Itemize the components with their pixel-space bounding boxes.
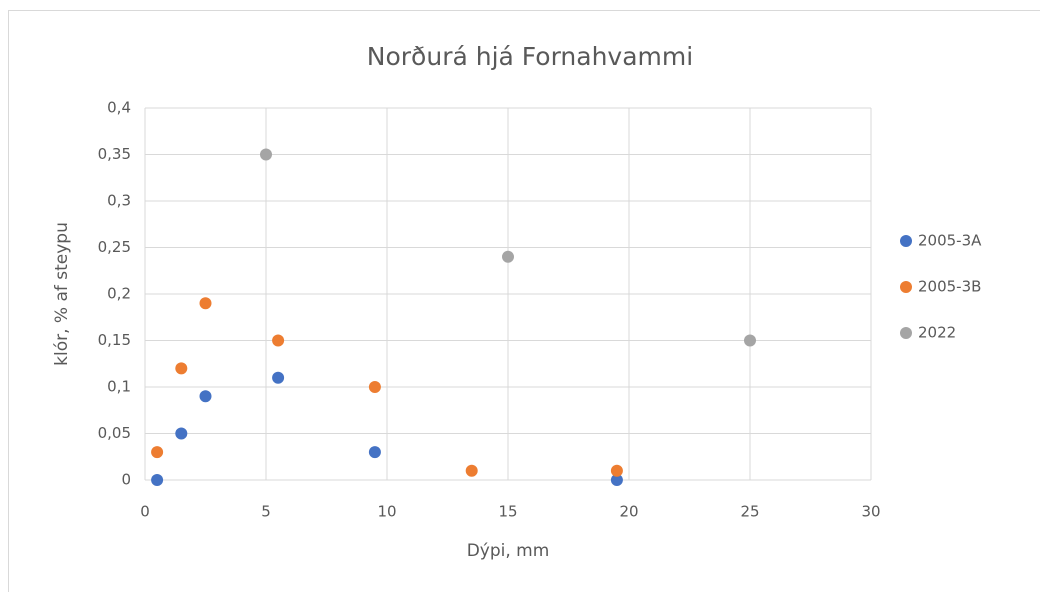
point [175, 362, 188, 375]
x-axis-label: Dýpi, mm [467, 541, 550, 561]
legend-marker [900, 281, 912, 293]
legend-marker [900, 235, 912, 247]
y-tick-label: 0,2 [107, 285, 131, 303]
point [465, 464, 478, 477]
point [260, 148, 272, 161]
point [610, 464, 623, 477]
point [151, 446, 164, 459]
y-tick-label: 0 [121, 471, 131, 489]
chart-title: Norðurá hjá Fornahvammi [367, 42, 693, 71]
legend-label: 2005-3A [918, 232, 982, 250]
x-tick-label: 5 [261, 503, 271, 521]
point [272, 334, 285, 347]
y-tick-label: 0,1 [107, 378, 131, 396]
legend-marker [900, 327, 912, 339]
point [368, 381, 381, 393]
y-tick-label: 0,35 [98, 145, 131, 163]
point [368, 446, 381, 459]
point [175, 427, 188, 440]
legend-label: 2005-3B [918, 278, 981, 296]
chart-border [8, 10, 1040, 592]
point [199, 390, 212, 403]
x-tick-label: 30 [861, 503, 880, 521]
x-tick-label: 0 [140, 503, 150, 521]
legend-label: 2022 [918, 324, 956, 342]
point [272, 371, 285, 384]
y-tick-label: 0,15 [98, 331, 131, 349]
point [199, 297, 212, 310]
x-tick-label: 25 [740, 503, 759, 521]
y-tick-label: 0,25 [98, 238, 131, 256]
y-tick-label: 0,3 [107, 192, 131, 210]
x-tick-label: 20 [619, 503, 638, 521]
point [610, 474, 623, 486]
point [744, 334, 756, 347]
point [502, 250, 514, 263]
y-tick-label: 0,4 [107, 99, 131, 117]
y-axis-label: klór, % af steypu [52, 222, 72, 366]
x-tick-label: 10 [377, 503, 396, 521]
x-tick-label: 15 [498, 503, 517, 521]
point [151, 474, 164, 486]
y-tick-label: 0,05 [98, 424, 131, 442]
